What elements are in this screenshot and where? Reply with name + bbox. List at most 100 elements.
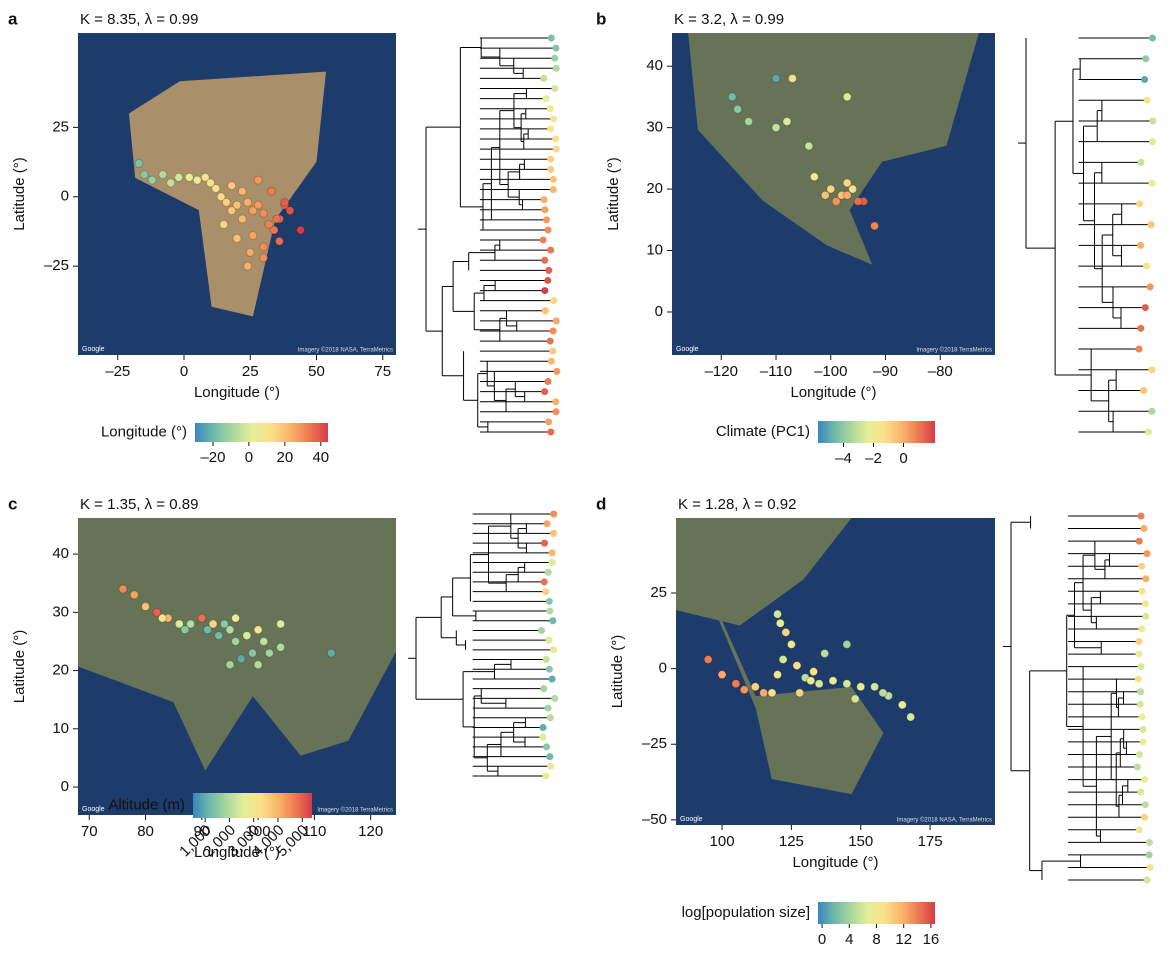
tree-tip-point: [1137, 325, 1144, 332]
x-tick-label: 0: [180, 363, 188, 380]
panel-title: K = 8.35, λ = 0.99: [80, 11, 198, 28]
tree-tip-point: [541, 196, 548, 203]
tree-tip-point: [549, 675, 556, 682]
point: [728, 93, 736, 101]
tree-tip-point: [547, 763, 554, 770]
colorbar-tick-label: 12: [895, 931, 912, 948]
tree-tip-point: [549, 549, 556, 556]
x-tick-label: –90: [873, 363, 898, 380]
y-axis-label: Latitude (°): [11, 630, 28, 704]
colorbar-label: log[population size]: [682, 904, 810, 921]
point: [851, 695, 859, 703]
y-tick-label: 25: [650, 584, 667, 601]
y-tick-label: –25: [44, 257, 69, 274]
y-tick-label: 30: [646, 119, 663, 136]
point: [734, 105, 742, 113]
point: [244, 198, 252, 206]
tree-tip-point: [1149, 35, 1156, 42]
tree-tip-point: [545, 267, 552, 274]
tree-tip-point: [551, 695, 558, 702]
point: [286, 207, 294, 215]
point: [805, 142, 813, 150]
tree-tip-point: [544, 277, 551, 284]
point: [751, 683, 759, 691]
tree-tip-point: [540, 75, 547, 82]
point: [843, 179, 851, 187]
point: [857, 683, 865, 691]
tree-tip-point: [549, 348, 556, 355]
point: [249, 232, 257, 240]
point: [159, 171, 167, 179]
map-attribution: Google: [676, 346, 699, 353]
y-axis-label: Latitude (°): [609, 635, 626, 709]
tree-tip-point: [543, 216, 550, 223]
tree-tip-point: [545, 378, 552, 385]
point: [273, 215, 281, 223]
tree-tip-point: [1144, 877, 1151, 884]
point: [275, 237, 283, 245]
point: [226, 661, 234, 669]
point: [215, 632, 223, 640]
y-tick-label: 25: [52, 118, 69, 135]
colorbar-tick-label: 4: [845, 931, 853, 948]
tree-tip-point: [553, 317, 560, 324]
point: [246, 248, 254, 256]
point: [220, 221, 228, 229]
tree-tip-point: [1140, 387, 1147, 394]
tree-tip-point: [1136, 346, 1143, 353]
tree-tip-point: [541, 287, 548, 294]
tree-tip-point: [547, 105, 554, 112]
tree-tip-point: [550, 297, 557, 304]
tree-tip-point: [543, 520, 550, 527]
point: [776, 619, 784, 627]
y-tick-label: –50: [642, 811, 667, 828]
tree-tip-point: [546, 666, 553, 673]
colorbar-tick-label: 0: [899, 450, 907, 467]
x-tick-label: 80: [137, 823, 154, 840]
tree-tip-point: [1142, 600, 1149, 607]
point: [260, 209, 268, 217]
tree-tip-point: [547, 714, 554, 721]
tree-tip-point: [1138, 625, 1145, 632]
colorbar: [193, 793, 312, 818]
point: [254, 201, 262, 209]
panel-letter: c: [8, 494, 17, 513]
point: [807, 677, 815, 685]
tree-tip-point: [1136, 200, 1143, 207]
point: [779, 656, 787, 664]
x-tick-label: 70: [81, 823, 98, 840]
tree-tip-point: [553, 65, 560, 72]
y-tick-label: 0: [61, 778, 69, 795]
x-tick-label: 25: [242, 363, 259, 380]
point: [760, 689, 768, 697]
point: [119, 585, 127, 593]
tree-tip-point: [1141, 776, 1148, 783]
point: [232, 637, 240, 645]
tree-tip-point: [1137, 242, 1144, 249]
tree-tip-point: [1137, 701, 1144, 708]
tree-tip-point: [547, 247, 554, 254]
tree-tip-point: [1138, 513, 1145, 520]
figure: a K = 8.35, λ = 0.99 Google Imagery ©2018 N…: [0, 0, 1176, 950]
tree-tip-point: [541, 206, 548, 213]
point: [768, 689, 776, 697]
point: [140, 171, 148, 179]
tree-tip-point: [1135, 676, 1142, 683]
tree-tip-point: [1138, 663, 1145, 670]
panel-letter: a: [8, 9, 18, 28]
tree-tip-point: [550, 327, 557, 334]
point: [745, 117, 753, 125]
point: [212, 184, 220, 192]
tree-tip-point: [542, 307, 549, 314]
map-credit: Imagery ©2018 NASA, TerraMetrics: [298, 347, 393, 354]
tree-tip-point: [1149, 180, 1156, 187]
point: [704, 656, 712, 664]
point: [198, 614, 206, 622]
tree-tip-point: [1136, 538, 1143, 545]
tree-tip-point: [1138, 563, 1145, 570]
tree-tip-point: [553, 408, 560, 415]
tree-tip-point: [542, 588, 549, 595]
tree-tip-point: [1136, 751, 1143, 758]
tree-tip-point: [1148, 366, 1155, 373]
point: [783, 117, 791, 125]
